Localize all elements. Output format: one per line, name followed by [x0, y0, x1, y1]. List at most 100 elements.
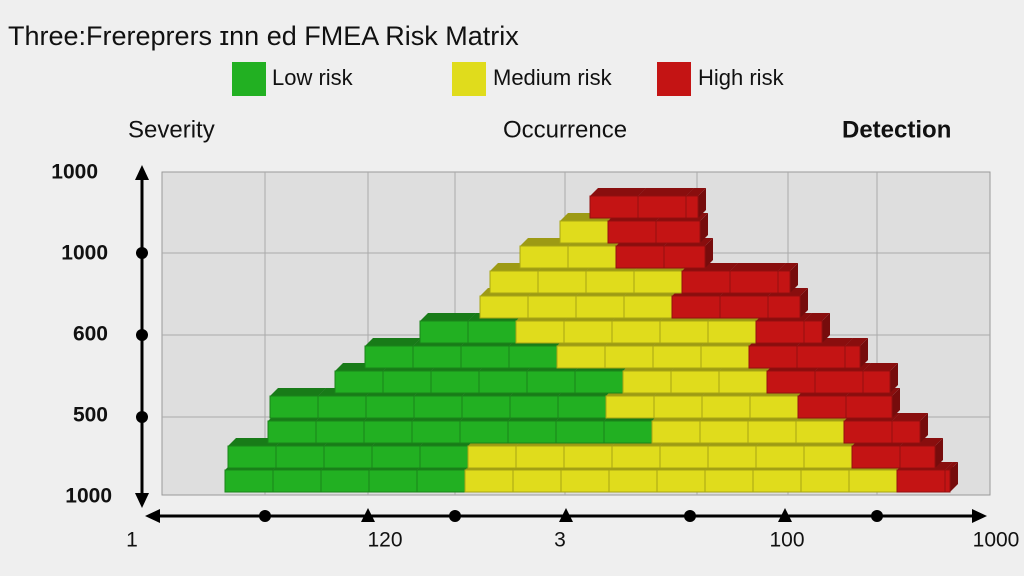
block	[891, 420, 921, 444]
block	[656, 469, 706, 493]
heading: Occurrence	[503, 116, 627, 143]
title: Three:Frereprers ɪnn ed FMEA Risk Matrix	[8, 21, 519, 51]
x-label: 1000	[973, 529, 1020, 552]
legend-swatch	[657, 62, 691, 96]
axis-arrow	[135, 493, 149, 508]
block	[604, 345, 654, 369]
block	[637, 195, 687, 219]
block	[364, 345, 414, 369]
block	[899, 445, 936, 469]
block	[563, 320, 613, 344]
block	[843, 420, 893, 444]
block	[585, 270, 635, 294]
block	[365, 395, 415, 419]
block	[272, 469, 322, 493]
block	[700, 345, 750, 369]
block	[766, 370, 816, 394]
block	[611, 445, 661, 469]
x-label: 1	[126, 529, 138, 552]
block	[467, 320, 517, 344]
y-label: 1000	[65, 485, 112, 508]
axis-marker	[136, 247, 148, 259]
block	[413, 395, 463, 419]
block	[382, 370, 432, 394]
block	[575, 295, 625, 319]
block	[537, 270, 587, 294]
block	[464, 469, 514, 493]
block-top	[638, 188, 694, 196]
axis-marker	[871, 510, 883, 522]
block	[752, 469, 802, 493]
axis-markers	[136, 247, 883, 522]
block	[652, 345, 702, 369]
block	[508, 345, 558, 369]
x-label: 3	[554, 529, 566, 552]
block	[655, 220, 701, 244]
block	[845, 395, 893, 419]
block	[315, 420, 365, 444]
block	[796, 345, 846, 369]
block	[651, 420, 701, 444]
block-top	[863, 363, 898, 371]
y-label: 600	[73, 323, 108, 346]
block	[944, 469, 951, 493]
block	[670, 370, 720, 394]
block-top	[945, 462, 958, 470]
legend-swatch	[452, 62, 486, 96]
heading: Severity	[128, 116, 215, 143]
axis-marker	[449, 510, 461, 522]
block	[749, 395, 799, 419]
block	[685, 195, 699, 219]
block	[567, 245, 617, 269]
block	[611, 320, 661, 344]
axis-arrow	[972, 509, 987, 523]
block	[430, 370, 480, 394]
block	[777, 270, 791, 294]
block	[896, 469, 946, 493]
block	[699, 420, 749, 444]
block-side	[822, 313, 830, 343]
block-side	[935, 438, 943, 468]
block	[623, 295, 673, 319]
axis-marker	[136, 329, 148, 341]
heading: Detection	[842, 116, 951, 143]
block	[224, 469, 274, 493]
block	[851, 445, 901, 469]
legend-label: High risk	[698, 65, 785, 90]
block-top	[730, 263, 786, 271]
block	[803, 445, 853, 469]
block	[653, 395, 703, 419]
block	[603, 420, 653, 444]
block	[275, 445, 325, 469]
block-top	[686, 188, 706, 196]
block-top	[804, 313, 830, 321]
block	[707, 445, 757, 469]
block	[622, 370, 672, 394]
block-top	[845, 338, 868, 346]
block	[555, 420, 605, 444]
block	[681, 270, 731, 294]
y-labels: 1000 1000 600 500 1000	[51, 161, 112, 508]
block	[489, 270, 539, 294]
block	[460, 345, 510, 369]
block-side	[700, 213, 708, 243]
block	[659, 445, 709, 469]
axis-marker	[684, 510, 696, 522]
block	[557, 395, 607, 419]
block	[515, 320, 565, 344]
block	[615, 245, 665, 269]
block	[459, 420, 509, 444]
axis-marker	[361, 508, 375, 522]
axis-marker	[136, 411, 148, 423]
block	[755, 445, 805, 469]
y-label: 500	[73, 404, 108, 427]
block-side	[790, 263, 798, 293]
blocks	[224, 188, 958, 493]
block	[844, 345, 861, 369]
block	[605, 395, 655, 419]
block-side	[892, 388, 900, 418]
block	[478, 370, 528, 394]
axis-marker	[259, 510, 271, 522]
